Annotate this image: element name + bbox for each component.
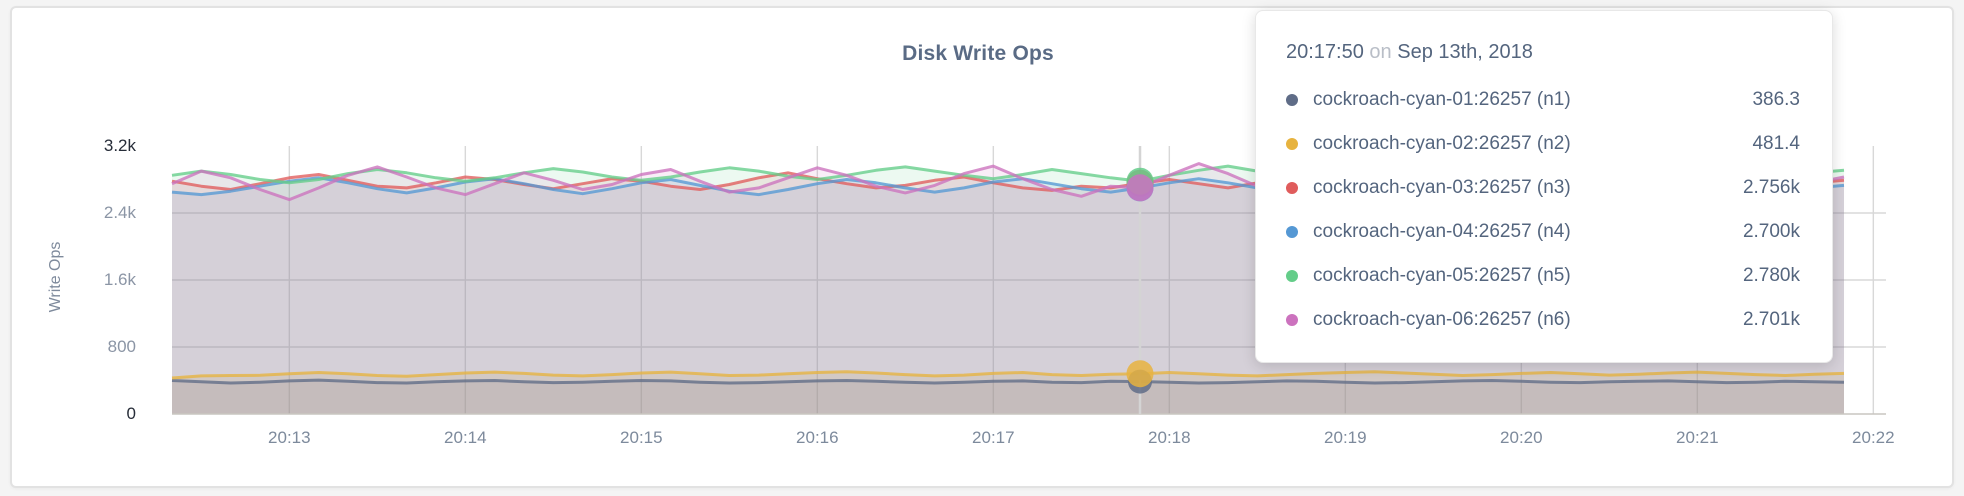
series-name: cockroach-cyan-03:26257 (n3) <box>1313 177 1571 198</box>
tooltip-date: Sep 13th, 2018 <box>1397 41 1533 63</box>
series-line-n2[interactable] <box>171 370 1845 380</box>
tooltip-series-row: cockroach-cyan-02:26257 (n2) 481.4 <box>1286 122 1800 166</box>
series-value: 2.700k <box>1742 221 1800 242</box>
x-tick-label: 20:13 <box>268 428 311 447</box>
tooltip-series-row: cockroach-cyan-01:26257 (n1) 386.3 <box>1286 78 1800 122</box>
series-value: 2.780k <box>1742 265 1800 286</box>
series-value: 481.4 <box>1752 133 1800 154</box>
y-tick-label: 2.4k <box>103 203 136 222</box>
x-tick-label: 20:18 <box>1148 428 1191 447</box>
series-line-n1[interactable] <box>171 378 1845 385</box>
y-tick-label: 0 <box>126 404 136 423</box>
x-tick-label: 20:14 <box>444 428 487 447</box>
x-tick-label: 20:21 <box>1676 428 1719 447</box>
x-tick-label: 20:17 <box>972 428 1015 447</box>
series-name: cockroach-cyan-04:26257 (n4) <box>1313 221 1571 242</box>
series-color-dot-icon <box>1286 94 1298 106</box>
tooltip-time: 20:17:50 <box>1286 41 1364 63</box>
chart-title: Disk Write Ops <box>902 42 1054 65</box>
series-color-dot-icon <box>1286 226 1298 238</box>
tooltip-series-row: cockroach-cyan-03:26257 (n3) 2.756k <box>1286 166 1800 210</box>
hover-dot-n6[interactable] <box>1126 174 1154 202</box>
tooltip-rows: cockroach-cyan-01:26257 (n1) 386.3 cockroa… <box>1286 78 1800 342</box>
x-tick-label: 20:20 <box>1500 428 1543 447</box>
series-color-dot-icon <box>1286 138 1298 150</box>
series-area-n1 <box>172 380 1844 414</box>
x-tick-label: 20:19 <box>1324 428 1367 447</box>
tooltip-connector: on <box>1369 41 1392 63</box>
hover-dot-n2[interactable] <box>1126 360 1154 388</box>
y-tick-label: 800 <box>107 337 136 356</box>
series-name: cockroach-cyan-05:26257 (n5) <box>1313 265 1571 286</box>
series-value: 386.3 <box>1752 89 1800 110</box>
series-color-dot-icon <box>1286 270 1298 282</box>
x-tick-label: 20:15 <box>620 428 663 447</box>
tooltip-series-row: cockroach-cyan-05:26257 (n5) 2.780k <box>1286 254 1800 298</box>
x-tick-label: 20:16 <box>796 428 839 447</box>
y-tick-label: 3.2k <box>103 136 136 155</box>
series-name: cockroach-cyan-06:26257 (n6) <box>1313 309 1571 330</box>
series-value: 2.756k <box>1742 177 1800 198</box>
series-name: cockroach-cyan-01:26257 (n1) <box>1313 89 1571 110</box>
series-value: 2.701k <box>1742 309 1800 330</box>
tooltip-header: 20:17:50 on Sep 13th, 2018 <box>1286 38 1800 66</box>
series-name: cockroach-cyan-02:26257 (n2) <box>1313 133 1571 154</box>
tooltip-series-row: cockroach-cyan-06:26257 (n6) 2.701k <box>1286 298 1800 342</box>
series-color-dot-icon <box>1286 314 1298 326</box>
x-tick-label: 20:22 <box>1852 428 1895 447</box>
hover-tooltip: 20:17:50 on Sep 13th, 2018 cockroach-cya… <box>1255 10 1833 363</box>
tooltip-series-row: cockroach-cyan-04:26257 (n4) 2.700k <box>1286 210 1800 254</box>
series-color-dot-icon <box>1286 182 1298 194</box>
y-tick-label: 1.6k <box>103 270 136 289</box>
